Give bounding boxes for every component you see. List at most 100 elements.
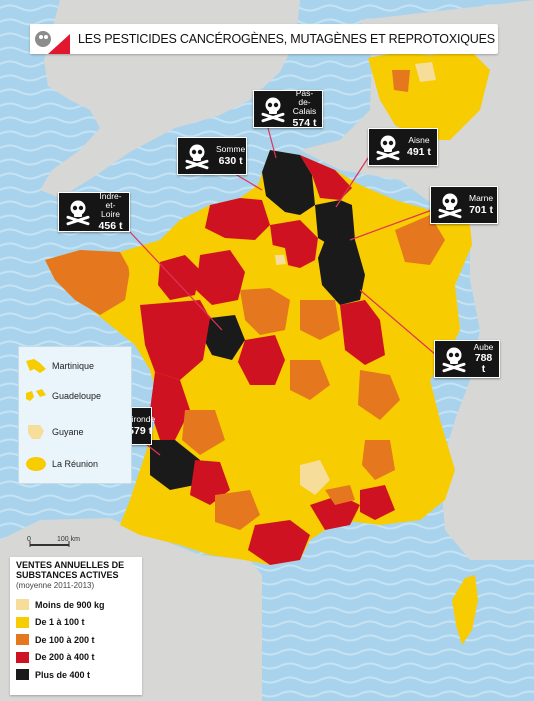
legend: VENTES ANNUELLES DE SUBSTANCES ACTIVES (… [10,557,142,695]
skull-crossbones-icon [376,135,400,161]
callout-value: 701 t [469,203,494,216]
callout-department: Aube [473,341,494,352]
title-bar: LES PESTICIDES CANCÉROGÈNES, MUTAGÈNES E… [30,24,498,54]
callout-aube: Aube 788 t [434,340,500,378]
map-title: LES PESTICIDES CANCÉROGÈNES, MUTAGÈNES E… [78,32,495,46]
belgium-orange [392,70,410,92]
overseas-label: La Réunion [52,459,99,469]
callout-somme: Somme 630 t [177,137,247,175]
callout-pas-de-calais: Pas-de-Calais 574 t [253,88,323,129]
zone-indre-black [203,315,245,360]
scale-end: 100 km [57,536,80,543]
callout-department: Somme [216,144,246,155]
zone-pyrenees-orange [215,490,260,530]
zone-southwest-red [190,460,230,505]
overseas-reunion: La Réunion [24,455,98,473]
zone-brittany-orange [45,250,130,315]
zone-ardennes-yellow [352,200,380,232]
publication-logo [30,24,70,54]
legend-label: Plus de 400 t [35,669,91,680]
legend-label: De 200 à 400 t [35,652,95,663]
callout-indre-et-loire: Indre-et-Loire 456 t [58,192,130,232]
callout-department: Gironde [125,414,156,425]
zone-cher-red [238,335,285,385]
zone-drome-orange [362,440,395,480]
callout-department: Marne [469,193,494,204]
zone-poitou-red [150,372,190,440]
zone-marne-black [318,240,365,305]
overseas-guyane: Guyane [24,423,84,441]
legend-label: De 1 à 100 t [35,617,85,628]
zone-nord-red [300,155,352,200]
zone-dordogne-orange [182,410,225,455]
legend-item: De 1 à 100 t [16,613,136,631]
callout-marne: Marne 701 t [430,186,498,224]
callout-value: 630 t [218,154,243,167]
zone-sarthe-red [196,250,245,305]
zone-gard-orange [325,485,355,505]
legend-swatch [16,651,29,663]
zone-centre-orange [240,288,290,335]
legend-label: De 100 à 200 t [35,634,95,645]
overseas-inset: Martinique Guadeloupe Guyane La Réunion [18,346,132,484]
legend-title: VENTES ANNUELLES DE SUBSTANCES ACTIVES [16,560,125,580]
zone-normandy-red [205,198,270,240]
zone-bourgogne-red [340,300,385,365]
skull-crossbones-icon [442,347,466,373]
zone-mayenne-red [158,255,200,300]
overseas-martinique: Martinique [24,357,94,375]
neighbors-east [300,0,534,560]
skull-crossbones-icon [66,200,90,226]
zone-aisne-black [315,200,355,250]
zone-auvergne-orange [290,360,330,400]
callout-lines [127,127,437,456]
belgium-pale [415,62,436,82]
zone-east-orange [395,215,445,265]
scale-bar: 0 100 km [27,535,107,551]
legend-item: De 100 à 200 t [16,631,136,649]
zone-aude-red [248,520,310,565]
overseas-label: Martinique [52,361,95,371]
callout-value: 574 t [292,116,317,129]
callout-department: Indre-et-Loire [99,191,122,219]
skull-crossbones-icon [438,193,462,219]
callout-department: Pas-de-Calais [292,88,317,116]
legend-swatch [16,634,29,646]
legend-item: De 200 à 400 t [16,648,136,666]
zone-north-black [262,150,315,215]
zone-yonne-orange [300,300,340,340]
guyane-shape [28,425,44,439]
guadeloupe-shape [26,389,46,401]
callout-value: 579 t [128,424,153,437]
legend-label: Moins de 900 kg [35,599,105,610]
legend-item: Moins de 900 kg [16,596,136,614]
zone-herault-red [310,495,360,530]
callout-value: 491 t [407,145,431,158]
reunion-shape [26,457,46,471]
scale-start: 0 [27,536,31,543]
callout-value: 788 t [474,352,493,376]
skull-crossbones-icon [185,144,209,170]
zone-gironde-black [150,440,200,490]
zone-rhone-orange [358,370,400,420]
zone-brittany-yellow [128,260,160,300]
zone-paris-yellow [255,242,290,282]
legend-swatch [16,616,29,628]
overseas-guadeloupe: Guadeloupe [24,387,101,405]
legend-subtitle: (moyenne 2011-2013) [16,580,95,590]
martinique-shape [26,359,46,373]
legend-swatch [16,669,29,681]
callout-value: 456 t [98,219,123,232]
overseas-label: Guadeloupe [52,391,102,401]
legend-swatch [16,599,29,611]
callout-aisne: Aisne 491 t [368,128,438,166]
zone-massif-pale [300,460,330,495]
overseas-label: Guyane [52,427,84,437]
zone-loire-red [140,300,210,380]
zone-vaucluse-red [360,485,395,520]
corsica [452,575,478,645]
zone-paris-pale [275,255,286,265]
callout-department: Aisne [408,135,430,146]
skull-crossbones-icon [261,97,285,123]
